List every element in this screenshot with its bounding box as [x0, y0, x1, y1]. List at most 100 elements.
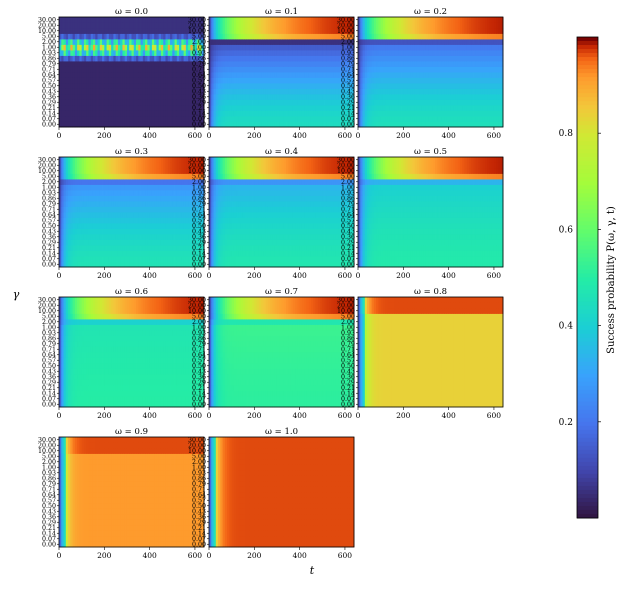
heatmap-cell: [70, 234, 73, 240]
heatmap-cell: [72, 110, 76, 117]
heatmap-cell: [70, 72, 73, 78]
heatmap-cell: [421, 61, 425, 67]
heatmap-cell: [263, 94, 267, 100]
heatmap-cell: [108, 245, 112, 251]
heatmap-cell: [160, 184, 164, 191]
heatmap-cell: [471, 28, 474, 34]
heatmap-cell: [425, 77, 429, 84]
heatmap-cell: [199, 44, 203, 51]
heatmap-cell: [138, 28, 141, 34]
heatmap-cell: [245, 121, 248, 128]
heatmap-cell: [120, 250, 123, 257]
heatmap-cell: [199, 55, 203, 62]
heatmap-cell: [340, 72, 344, 78]
heatmap-cell: [489, 105, 493, 111]
heatmap-cell: [364, 99, 368, 106]
heatmap-cell: [376, 77, 379, 84]
heatmap-cell: [79, 88, 83, 95]
heatmap-cell: [133, 212, 137, 218]
heatmap-cell: [466, 94, 470, 100]
heatmap-cell: [170, 190, 173, 196]
heatmap-cell: [378, 44, 382, 51]
heatmap-cell: [441, 17, 445, 23]
heatmap-cell: [122, 179, 126, 185]
heatmap-cell: [401, 110, 404, 117]
heatmap-cell: [457, 116, 461, 122]
heatmap-cell: [425, 39, 429, 45]
heatmap-cell: [301, 61, 305, 67]
heatmap-cell: [222, 116, 226, 122]
heatmap-cell: [209, 22, 212, 29]
heatmap-cell: [199, 99, 203, 106]
heatmap-cell: [81, 33, 85, 40]
heatmap-cell: [297, 55, 301, 62]
heatmap-cell: [170, 110, 173, 117]
heatmap-cell: [115, 61, 119, 67]
heatmap-cell: [233, 66, 237, 73]
heatmap-cell: [77, 223, 80, 229]
heatmap-cell: [233, 116, 237, 122]
heatmap-cell: [147, 88, 151, 95]
y-tick-label: 0.50: [192, 83, 206, 90]
heatmap-cell: [181, 17, 185, 23]
heatmap-cell: [254, 110, 257, 117]
heatmap-cell: [428, 88, 431, 95]
heatmap-cell: [432, 61, 436, 67]
heatmap-cell: [63, 228, 67, 235]
heatmap-cell: [192, 55, 196, 62]
heatmap-cell: [104, 55, 107, 62]
heatmap-cell: [160, 121, 164, 128]
heatmap-cell: [414, 61, 418, 67]
heatmap-cell: [151, 39, 155, 45]
y-tick-label: 0.50: [341, 83, 355, 90]
heatmap-cell: [410, 83, 413, 89]
heatmap-cell: [140, 179, 144, 185]
heatmap-cell: [464, 44, 468, 51]
heatmap-cell: [281, 66, 285, 73]
heatmap-cell: [77, 121, 80, 128]
heatmap-cell: [261, 28, 264, 34]
heatmap-cell: [149, 55, 153, 62]
heatmap-cell: [247, 72, 251, 78]
heatmap-cell: [70, 66, 73, 73]
heatmap-cell: [410, 110, 413, 117]
heatmap-cell: [403, 94, 406, 100]
heatmap-cell: [347, 77, 350, 84]
heatmap-cell: [435, 99, 438, 106]
heatmap-cell: [72, 228, 76, 235]
heatmap-cell: [183, 212, 187, 218]
heatmap-cell: [194, 88, 198, 95]
heatmap-cell: [371, 83, 375, 89]
heatmap-cell: [331, 99, 335, 106]
heatmap-cell: [471, 83, 474, 89]
heatmap-cell: [265, 61, 269, 67]
heatmap-cell: [389, 116, 393, 122]
panel-title: ω = 0.1: [265, 7, 298, 17]
heatmap-cell: [227, 55, 230, 62]
heatmap-cell: [430, 116, 434, 122]
heatmap-cell: [306, 72, 310, 78]
heatmap-cell: [478, 39, 481, 45]
heatmap-cell: [401, 33, 404, 40]
heatmap-cell: [344, 50, 348, 56]
heatmap-cell: [349, 88, 353, 95]
heatmap-cell: [122, 17, 126, 23]
heatmap-cell: [92, 217, 96, 224]
heatmap-cell: [147, 66, 151, 73]
heatmap-cell: [496, 105, 499, 111]
heatmap-cell: [412, 88, 416, 95]
heatmap-cell: [126, 105, 130, 111]
heatmap-cell: [170, 184, 173, 191]
heatmap-cell: [414, 99, 418, 106]
heatmap-cell: [86, 22, 89, 29]
heatmap-cell: [188, 184, 191, 191]
heatmap-cell: [149, 261, 153, 268]
heatmap-cell: [188, 234, 191, 240]
heatmap-cell: [149, 105, 153, 111]
heatmap-cell: [407, 17, 411, 23]
heatmap-cell: [267, 22, 271, 29]
heatmap-cell: [317, 83, 321, 89]
heatmap-cell: [92, 256, 96, 262]
heatmap-cell: [430, 94, 434, 100]
heatmap-cell: [95, 66, 98, 73]
